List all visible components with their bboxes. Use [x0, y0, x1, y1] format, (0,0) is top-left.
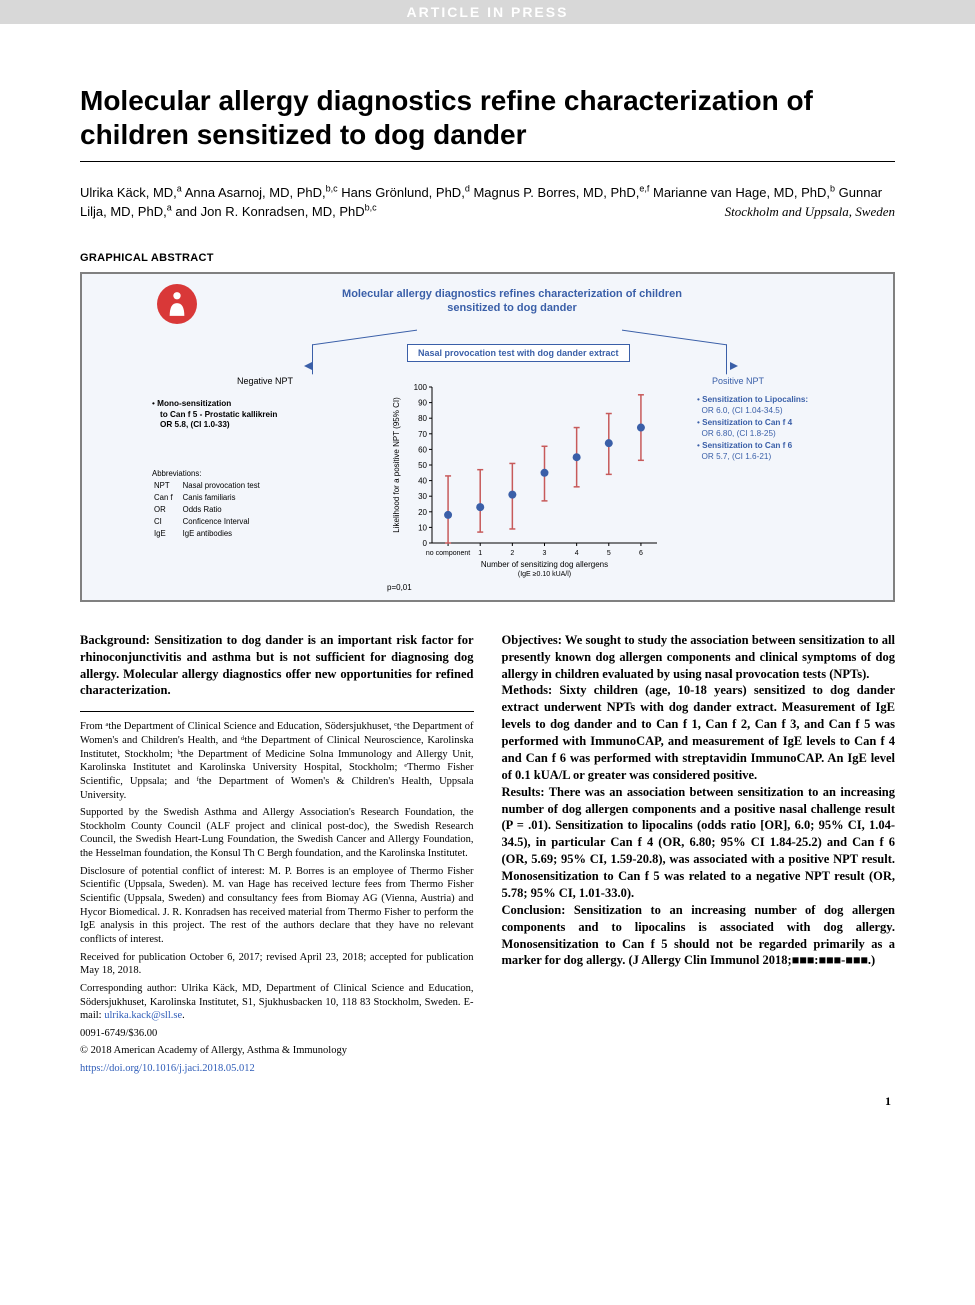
svg-text:Likelihood for a positive NPT: Likelihood for a positive NPT (95% CI) — [392, 397, 401, 533]
author-list: Ulrika Käck, MD,a Anna Asarnoj, MD, PhD,… — [80, 182, 895, 222]
corresponding-text: Corresponding author: Ulrika Käck, MD, D… — [80, 982, 474, 1023]
svg-text:30: 30 — [418, 492, 427, 501]
arrow-right — [622, 329, 727, 374]
email-link[interactable]: ulrika.kack@sll.se — [104, 1010, 182, 1021]
affiliation-location: Stockholm and Uppsala, Sweden — [725, 202, 895, 222]
svg-text:no component: no component — [426, 550, 470, 557]
results-text: Results: There was an association betwee… — [502, 785, 896, 900]
background-text: Background: Sensitization to dog dander … — [80, 633, 474, 698]
svg-text:10: 10 — [418, 523, 427, 532]
p-value: p=0,01 — [387, 583, 412, 592]
right-findings: • Sensitization to Lipocalins: OR 6.0, (… — [697, 394, 867, 463]
article-in-press-banner: ARTICLE IN PRESS — [0, 0, 975, 24]
svg-text:70: 70 — [418, 430, 427, 439]
copyright-text: © 2018 American Academy of Allergy, Asth… — [80, 1044, 474, 1058]
footnote-rule — [80, 711, 474, 712]
article-title: Molecular allergy diagnostics refine cha… — [80, 84, 895, 162]
right-column: Objectives: We sought to study the assoc… — [502, 632, 896, 1080]
conclusion-text: Conclusion: Sensitization to an increasi… — [502, 903, 896, 968]
svg-text:90: 90 — [418, 398, 427, 407]
svg-text:0: 0 — [423, 539, 428, 548]
positive-npt-label: Positive NPT — [712, 376, 764, 386]
disclosure-text: Disclosure of potential conflict of inte… — [80, 865, 474, 947]
abbr-heading: Abbreviations: — [152, 469, 201, 478]
graphical-abstract-heading: GRAPHICAL ABSTRACT — [80, 252, 895, 264]
svg-text:(IgE ≥0.10 kUA/l): (IgE ≥0.10 kUA/l) — [518, 571, 571, 578]
svg-text:100: 100 — [414, 383, 428, 392]
abbreviations-table: NPTNasal provocation testCan fCanis fami… — [152, 479, 270, 542]
svg-text:6: 6 — [639, 550, 643, 557]
from-text: From ᵃthe Department of Clinical Science… — [80, 720, 474, 802]
left-column: Background: Sensitization to dog dander … — [80, 632, 474, 1080]
objectives-text: Objectives: We sought to study the assoc… — [502, 633, 896, 681]
abbreviations-block: Abbreviations: NPTNasal provocation test… — [152, 469, 332, 542]
svg-text:50: 50 — [418, 461, 427, 470]
mono-sens-lines: to Can f 5 - Prostatic kallikrein OR 5.8… — [152, 410, 277, 431]
svg-text:Number of sensitizing dog alle: Number of sensitizing dog allergens — [481, 560, 608, 569]
npt-likelihood-chart: 0 10 20 30 40 50 60 70 80 90 100 no component 1 2 3 4 5 6… — [387, 379, 667, 579]
svg-text:40: 40 — [418, 476, 427, 485]
arrow-left — [312, 329, 417, 374]
person-icon — [157, 284, 197, 324]
doi-link[interactable]: https://doi.org/10.1016/j.jaci.2018.05.0… — [80, 1063, 255, 1074]
negative-npt-label: Negative NPT — [237, 376, 293, 386]
left-findings: • Mono-sensitization to Can f 5 - Prosta… — [152, 399, 327, 431]
issn-text: 0091-6749/$36.00 — [80, 1027, 474, 1041]
received-text: Received for publication October 6, 2017… — [80, 951, 474, 978]
svg-text:20: 20 — [418, 508, 427, 517]
footnotes: From ᵃthe Department of Clinical Science… — [80, 720, 474, 1075]
svg-text:60: 60 — [418, 445, 427, 454]
methods-text: Methods: Sixty children (age, 10-18 year… — [502, 683, 896, 781]
mono-sens-title: Mono-sensitization — [157, 399, 231, 408]
svg-text:5: 5 — [607, 550, 611, 557]
arrow-head-left — [304, 362, 312, 370]
supported-text: Supported by the Swedish Asthma and Alle… — [80, 806, 474, 861]
graphical-abstract: Molecular allergy diagnostics refines ch… — [80, 272, 895, 602]
svg-text:80: 80 — [418, 414, 427, 423]
svg-text:4: 4 — [575, 550, 579, 557]
arrow-head-right — [730, 362, 738, 370]
svg-text:3: 3 — [543, 550, 547, 557]
svg-text:2: 2 — [510, 550, 514, 557]
ga-title: Molecular allergy diagnostics refines ch… — [322, 288, 702, 316]
svg-text:1: 1 — [478, 550, 482, 557]
nasal-provocation-box: Nasal provocation test with dog dander e… — [407, 344, 630, 362]
page-number: 1 — [80, 1094, 895, 1109]
